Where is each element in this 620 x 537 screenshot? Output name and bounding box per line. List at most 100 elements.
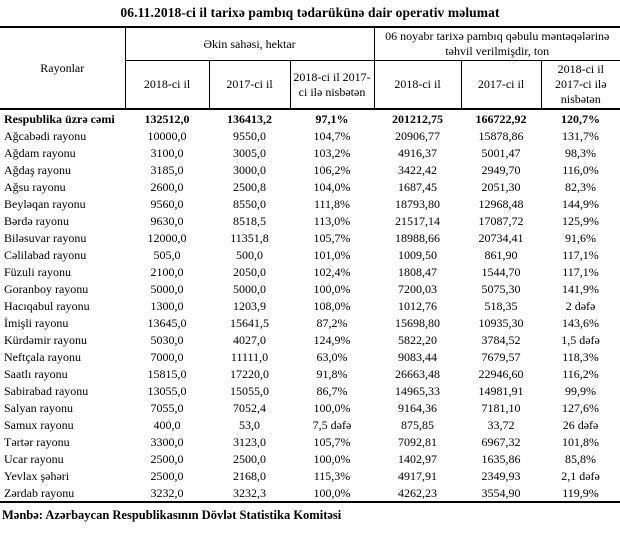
value-cell: 17220,0 bbox=[230, 367, 269, 381]
report-title: 06.11.2018-ci il tarixə pambıq tədarükün… bbox=[120, 5, 500, 20]
value-cell: 3784,52 bbox=[481, 333, 521, 347]
value-cell: 97,1% bbox=[315, 111, 349, 126]
value-cell: 100,0% bbox=[313, 282, 351, 296]
table-row: Cəlilabad rayonu 505,0 500,0 101,0% 1009,50 8… bbox=[0, 247, 620, 264]
value-cell: 15815,0 bbox=[147, 367, 187, 381]
value-cell: 1203,9 bbox=[233, 299, 266, 313]
value-cell: 113,0% bbox=[313, 214, 351, 228]
value-cell: 518,35 bbox=[484, 299, 518, 313]
value-cell: 144,9% bbox=[562, 197, 600, 211]
table-row: Yevlax şəhəri 2500,0 2168,0 115,3% 4917,91 23… bbox=[0, 468, 620, 485]
value-cell: 143,6% bbox=[562, 316, 600, 330]
value-cell: 3422,42 bbox=[398, 163, 437, 177]
region-label: İmişli rayonu bbox=[4, 316, 69, 330]
column-header-delivered-2017: 2017-ci il bbox=[460, 60, 542, 110]
value-cell: 8550,0 bbox=[233, 197, 266, 211]
value-cell: 111,8% bbox=[313, 197, 351, 211]
table-row: Kürdəmir rayonu 5030,0 4027,0 124,9% 5822,20… bbox=[0, 332, 620, 349]
value-cell: 102,4% bbox=[313, 265, 351, 279]
value-cell: 2,1 dəfə bbox=[561, 469, 600, 483]
value-cell: 875,85 bbox=[401, 418, 434, 432]
value-cell: 1808,47 bbox=[398, 265, 437, 279]
region-label: Ağcabədi rayonu bbox=[4, 129, 87, 143]
value-cell: 5075,30 bbox=[481, 282, 521, 296]
value-cell: 3554,90 bbox=[461, 485, 541, 503]
value-cell: 505,0 bbox=[153, 248, 181, 262]
value-cell: 7181,10 bbox=[481, 401, 521, 415]
value-cell: 33,72 bbox=[487, 418, 515, 432]
column-header-area-2017: 2017-ci il bbox=[208, 60, 291, 110]
value-cell: 15055,0 bbox=[230, 384, 269, 398]
value-cell: 2500,0 bbox=[233, 452, 266, 466]
table-row: Goranboy rayonu 5000,0 5000,0 100,0% 7200,03… bbox=[0, 281, 620, 298]
value-cell: 4917,91 bbox=[398, 469, 437, 483]
region-label: Bərdə rayonu bbox=[4, 214, 69, 228]
value-cell: 1544,70 bbox=[481, 265, 521, 279]
column-header-area-ratio: 2018-ci il 2017-ci ilə nisbətən bbox=[289, 60, 375, 110]
region-label: Beyləqan rayonu bbox=[4, 197, 86, 211]
value-cell: 5001,47 bbox=[481, 146, 521, 160]
value-cell: 103,2% bbox=[313, 146, 351, 160]
region-label: Zərdab rayonu bbox=[0, 485, 125, 503]
value-cell: 117,1% bbox=[562, 248, 599, 262]
value-cell: 166722,92 bbox=[475, 111, 527, 126]
value-cell: 63,0% bbox=[316, 350, 348, 364]
value-cell: 22946,60 bbox=[478, 367, 524, 381]
value-cell: 7200,03 bbox=[398, 282, 437, 296]
table-row: Ağdaş rayonu 3185,0 3000,0 106,2% 3422,42 294… bbox=[0, 162, 620, 179]
column-group-delivered: 06 noyabr tarixə pambıq qəbulu məntəqələ… bbox=[373, 26, 620, 61]
value-cell: 8518,5 bbox=[233, 214, 266, 228]
value-cell: 85,8% bbox=[565, 452, 597, 466]
value-cell: 100,0% bbox=[313, 401, 351, 415]
value-cell: 13055,0 bbox=[147, 384, 187, 398]
table-row: Biləsuvar rayonu 12000,0 11351,8 105,7% 1898… bbox=[0, 230, 620, 247]
value-cell: 116,2% bbox=[562, 367, 599, 381]
group-header-row: Rayonlar Əkin sahəsi, hektar 06 noyabr t… bbox=[0, 26, 620, 110]
value-cell: 15698,80 bbox=[395, 316, 440, 330]
column-header-area-2018: 2018-ci il bbox=[125, 60, 210, 110]
value-cell: 7092,81 bbox=[398, 435, 437, 449]
value-cell: 18793,80 bbox=[395, 197, 440, 211]
value-cell: 2600,0 bbox=[150, 180, 184, 194]
value-cell: 117,1% bbox=[562, 265, 599, 279]
value-cell: 9083,44 bbox=[398, 350, 437, 364]
value-cell: 2 dəfə bbox=[565, 299, 596, 313]
value-cell: 1009,50 bbox=[398, 248, 437, 262]
region-label: Ağdaş rayonu bbox=[4, 163, 71, 177]
value-cell: 6967,32 bbox=[481, 435, 521, 449]
region-label: Hacıqabul rayonu bbox=[4, 299, 90, 313]
region-label: Saatlı rayonu bbox=[4, 367, 68, 381]
value-cell: 1,5 dəfə bbox=[561, 333, 600, 347]
value-cell: 2349,93 bbox=[481, 469, 521, 483]
value-cell: 26 dəfə bbox=[562, 418, 599, 432]
value-cell: 14965,33 bbox=[395, 384, 440, 398]
value-cell: 87,2% bbox=[316, 316, 348, 330]
value-cell: 115,3% bbox=[313, 469, 351, 483]
value-cell: 4916,37 bbox=[398, 146, 437, 160]
value-cell: 15641,5 bbox=[230, 316, 269, 330]
value-cell: 5000,0 bbox=[150, 282, 184, 296]
table-row: Sabirabad rayonu 13055,0 15055,0 86,7% 14965… bbox=[0, 383, 620, 400]
value-cell: 2500,0 bbox=[150, 469, 184, 483]
region-label: Ucar rayonu bbox=[4, 452, 64, 466]
table-row: Ağcabədi rayonu 10000,0 9550,0 104,7% 20906,… bbox=[0, 128, 620, 145]
value-cell: 3123,0 bbox=[233, 435, 266, 449]
value-cell: 5822,20 bbox=[398, 333, 437, 347]
region-label: Cəlilabad rayonu bbox=[4, 248, 87, 262]
value-cell: 400,0 bbox=[153, 418, 181, 432]
column-header-delivered-ratio: 2018-ci il 2017-ci ilə nisbətən bbox=[540, 60, 620, 110]
region-label: Füzuli rayonu bbox=[4, 265, 71, 279]
total-row: Respublika üzrə cəmi 132512,0 136413,2 97,1… bbox=[0, 109, 620, 128]
value-cell: 21517,14 bbox=[395, 214, 440, 228]
value-cell: 3000,0 bbox=[233, 163, 266, 177]
region-label: Neftçala rayonu bbox=[4, 350, 81, 364]
value-cell: 131,7% bbox=[562, 129, 600, 143]
value-cell: 132512,0 bbox=[144, 111, 190, 126]
value-cell: 1402,97 bbox=[398, 452, 437, 466]
value-cell: 9164,36 bbox=[398, 401, 437, 415]
value-cell: 10000,0 bbox=[147, 129, 187, 143]
value-cell: 105,7% bbox=[313, 435, 351, 449]
value-cell: 108,0% bbox=[313, 299, 351, 313]
value-cell: 7000,0 bbox=[150, 350, 184, 364]
